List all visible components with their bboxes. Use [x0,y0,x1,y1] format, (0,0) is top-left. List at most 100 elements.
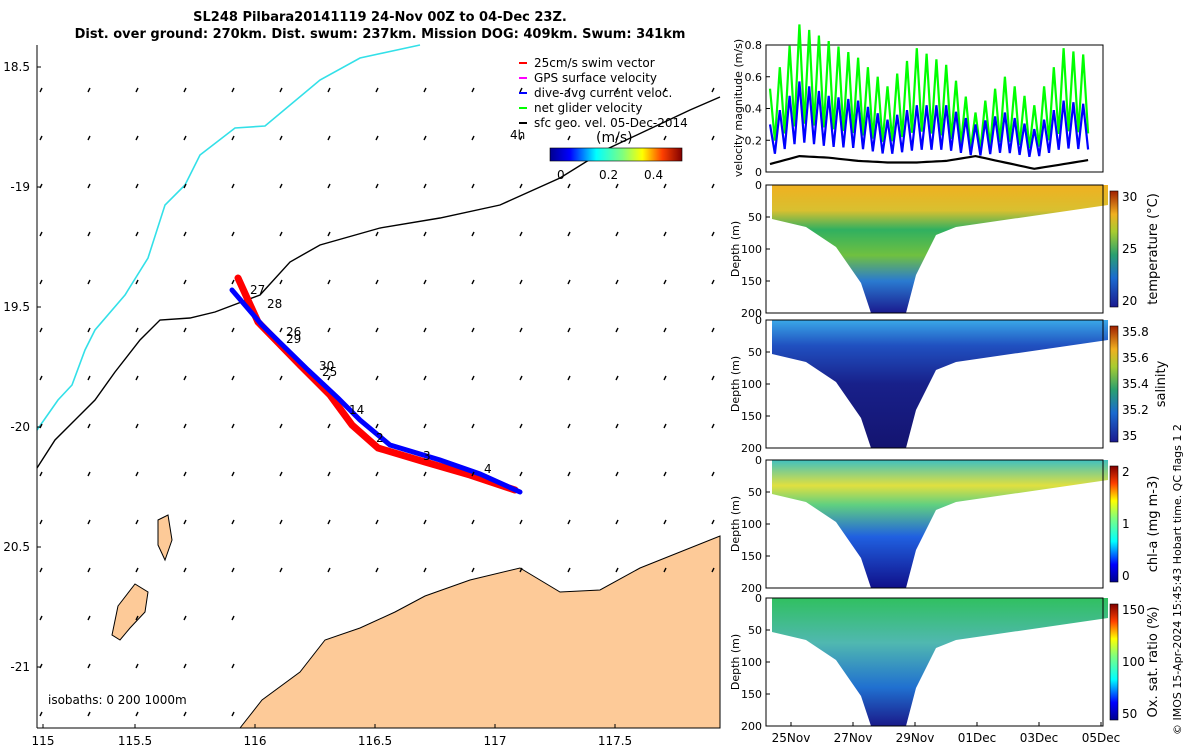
current-arrow [39,663,43,669]
current-arrow [615,135,619,141]
current-arrow [663,423,667,429]
section-field [772,460,1108,588]
current-arrow [135,663,139,669]
colorbar-tick-1: 0.2 [599,168,618,182]
current-arrow [519,327,523,333]
current-arrow [183,375,187,381]
current-arrow [423,183,427,189]
depth-tick-label: 150 [741,410,762,423]
map-y-tick-label: -21 [10,660,30,674]
current-arrow [279,87,283,93]
current-arrow [615,567,619,573]
colorbar-tick-label: 50 [1122,707,1137,721]
colorbar-tick-label: 100 [1122,655,1145,669]
current-arrow [183,87,187,93]
current-arrow [471,471,475,477]
current-arrow [567,375,571,381]
velocity-y-tick-label: 0 [755,166,762,179]
current-arrow [711,231,715,237]
colorbar-tick-label: 30 [1122,190,1137,204]
current-arrow [519,279,523,285]
current-arrow [327,375,331,381]
current-arrow [135,615,139,621]
current-arrow [327,423,331,429]
current-arrow [615,87,619,93]
current-arrow [183,567,187,573]
current-arrow [615,231,619,237]
current-arrow [87,327,91,333]
current-arrow [327,567,331,573]
current-arrow [183,231,187,237]
map-x-tick-label: 116 [244,734,267,748]
current-arrows [39,87,715,717]
day-label: 3 [423,449,431,463]
current-arrow [567,87,571,93]
current-arrow [39,375,43,381]
current-arrow [711,423,715,429]
current-arrow [423,567,427,573]
time-tick-label: 27Nov [834,731,873,745]
depth-tick-label: 200 [741,307,762,320]
depth-tick-label: 200 [741,720,762,733]
current-arrow [711,471,715,477]
map-y-tick-label: 19.5 [3,300,30,314]
current-arrow [327,135,331,141]
current-arrow [87,279,91,285]
velocity-series-line [769,154,1089,170]
time-axis-ticks: 25Nov 27Nov 29Nov 01Dec 03Dec 05Dec [772,722,1120,745]
depth-tick-label: 150 [741,550,762,563]
current-arrow [231,375,235,381]
current-arrow [87,615,91,621]
copyright-text: © IMOS 15-Apr-2024 15:45:43 Hobart time.… [1171,424,1184,735]
depth-tick-label: 100 [741,518,762,531]
current-arrow [327,87,331,93]
current-arrow [39,231,43,237]
current-arrow [39,87,43,93]
current-arrow [423,519,427,525]
legend-label: dive-avg current veloc. [534,86,672,100]
current-arrow [87,423,91,429]
current-arrow [39,567,43,573]
velocity-y-tick-label: 0.2 [745,134,763,147]
current-arrow [567,183,571,189]
current-arrow [327,327,331,333]
section-field [772,320,1108,448]
depth-tick-label: 0 [755,454,762,467]
velocity-y-tick-label: 0.8 [745,39,763,52]
current-arrow [39,471,43,477]
colorbar-tick-0: 0 [557,168,565,182]
current-arrow [375,183,379,189]
isobath-1000 [36,96,721,469]
colorbar-label: Ox. sat. ratio (%) [1146,607,1161,718]
current-arrow [183,279,187,285]
current-arrow [231,663,235,669]
current-arrow [471,135,475,141]
map-y-tick-label: 20.5 [3,540,30,554]
current-arrow [87,183,91,189]
current-arrow [279,519,283,525]
section-field [772,185,1108,313]
current-arrow [423,423,427,429]
current-arrow [231,567,235,573]
current-arrow [87,375,91,381]
current-arrow [87,519,91,525]
legend-label: 25cm/s swim vector [534,56,655,70]
current-arrow [519,231,523,237]
colorbar-tick-label: 1 [1122,517,1130,531]
current-arrow [183,663,187,669]
chart-title-line1: SL248 Pilbara20141119 24-Nov 00Z to 04-D… [193,10,567,25]
current-arrow [567,471,571,477]
current-arrow [279,375,283,381]
current-arrow [471,519,475,525]
current-arrow [663,87,667,93]
current-arrow [87,567,91,573]
current-arrow [615,423,619,429]
current-arrow [471,567,475,573]
depth-axis-label: Depth (m) [729,496,742,552]
current-arrow [519,183,523,189]
current-arrow [87,135,91,141]
current-arrow [711,135,715,141]
section-colorbar [1109,603,1119,721]
current-arrow [327,519,331,525]
